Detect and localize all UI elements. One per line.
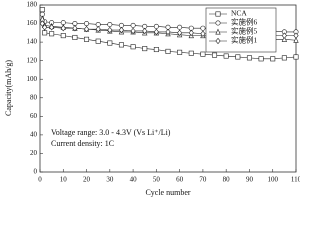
data-point: [200, 30, 206, 37]
y-tick-label: 160: [27, 19, 38, 27]
x-tick-label: 100: [267, 176, 278, 184]
data-point: [60, 25, 66, 32]
data-point: [72, 34, 78, 40]
data-point: [258, 56, 264, 62]
data-point: [118, 26, 125, 34]
x-tick-label: 30: [106, 176, 114, 184]
legend-marker: [215, 20, 221, 26]
data-point: [270, 56, 276, 62]
data-point: [72, 25, 78, 32]
annotation: Voltage range: 3.0 - 4.3V (Vs Li⁺/Li): [51, 128, 171, 137]
y-tick-label: 40: [30, 130, 38, 138]
data-point: [165, 48, 171, 54]
data-point: [153, 47, 159, 53]
data-point: [188, 29, 194, 37]
data-point: [246, 55, 252, 61]
x-tick-label: 40: [130, 176, 138, 184]
data-point: [200, 51, 206, 57]
data-point: [235, 54, 241, 60]
y-tick-label: 180: [27, 1, 38, 9]
legend-label: NCA: [231, 9, 247, 18]
chart: Cycle number Capacity(mAh/g) 0 20 40 60 80 10…: [4, 1, 300, 197]
data-point: [84, 21, 90, 27]
legend-marker: [215, 37, 221, 45]
x-tick-label: 50: [153, 176, 161, 184]
data-point: [153, 23, 159, 29]
data-point: [42, 30, 48, 36]
data-point: [60, 33, 66, 39]
x-tick-label: 60: [176, 176, 184, 184]
legend-marker: [215, 11, 221, 17]
x-tick-label: 80: [223, 176, 231, 184]
data-point: [200, 25, 206, 31]
data-point: [177, 49, 183, 55]
data-point: [107, 21, 113, 27]
x-axis-label: Cycle number: [145, 188, 190, 197]
x-tick-label: 10: [60, 176, 68, 184]
data-point: [107, 40, 113, 46]
annotation: Current density: 1C: [51, 139, 114, 148]
data-point: [293, 32, 299, 39]
data-point: [95, 38, 101, 44]
data-point: [118, 42, 124, 48]
data-point: [293, 36, 299, 43]
data-point: [49, 24, 55, 31]
data-point: [49, 31, 55, 37]
legend-marker: [215, 28, 221, 35]
data-point: [142, 27, 148, 35]
data-point: [95, 25, 101, 33]
y-tick-label: 120: [27, 56, 38, 64]
y-tick-label: 100: [27, 75, 38, 83]
plot-frame: [39, 4, 297, 173]
x-tick-label: 20: [83, 176, 91, 184]
data-point: [83, 25, 90, 33]
data-point: [130, 22, 136, 28]
data-point: [39, 20, 45, 27]
data-point: [39, 7, 45, 13]
x-tick-label: 90: [246, 176, 254, 184]
data-point: [165, 28, 171, 36]
data-point: [281, 35, 288, 42]
legend-label: 实施例5: [231, 26, 257, 36]
data-point: [177, 24, 183, 30]
data-point: [223, 53, 229, 59]
data-point: [84, 36, 90, 42]
data-point: [293, 54, 299, 60]
y-tick-label: 140: [27, 38, 38, 46]
y-axis-label: Capacity(mAh/g): [4, 60, 13, 116]
data-point: [153, 28, 159, 36]
legend-label: 实施例6: [231, 17, 257, 27]
data-point: [188, 50, 194, 56]
x-tick-label: 70: [199, 176, 207, 184]
legend-label: 实施例1: [231, 35, 257, 45]
data-point: [177, 29, 183, 37]
data-point: [281, 32, 287, 39]
y-tick-label: 20: [30, 149, 38, 157]
data-point: [212, 52, 218, 58]
data-point: [130, 44, 136, 50]
data-point: [281, 55, 287, 61]
y-tick-label: 60: [30, 112, 38, 120]
x-tick-label: 0: [38, 176, 42, 184]
x-tick-label: 110: [291, 176, 300, 184]
data-point: [107, 26, 113, 34]
data-point: [142, 46, 148, 52]
y-tick-label: 0: [34, 168, 38, 176]
data-point: [42, 24, 48, 31]
data-point: [130, 27, 136, 35]
y-tick-label: 80: [30, 93, 38, 101]
